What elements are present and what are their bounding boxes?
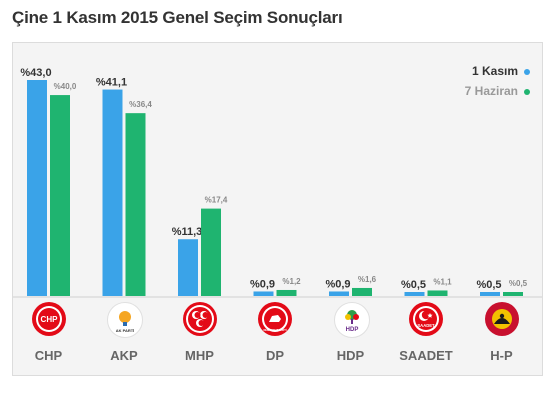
party-name-akp: AKP bbox=[110, 348, 138, 363]
bar-saadet-kasim bbox=[404, 292, 425, 296]
chart-baseline bbox=[13, 296, 542, 298]
party-name-saadet: SAADET bbox=[399, 348, 453, 363]
party-name-mhp: MHP bbox=[185, 348, 214, 363]
data-label-akp-kasim: %41,1 bbox=[96, 77, 127, 89]
party-name-h-p: H-P bbox=[490, 348, 513, 363]
chp-six-arrows-icon: CHP bbox=[31, 302, 66, 336]
hdp-tree-icon: HDP bbox=[333, 302, 370, 338]
bar-akp-kasim bbox=[102, 89, 123, 296]
svg-text:AK PARTİ: AK PARTİ bbox=[116, 328, 135, 333]
dp-white-horse-icon: DEMOKRAT PARTİ bbox=[258, 302, 292, 336]
data-label-dp-kasim: %0,9 bbox=[250, 278, 275, 290]
bar-h-p-kasim bbox=[480, 292, 500, 296]
data-label-dp-haziran: %1,2 bbox=[282, 277, 301, 286]
chart-panel: %43,0 %40,0 %41,1 %36,4 %11,3 %17,4 %0,9 %1,2 %0… bbox=[12, 42, 543, 376]
svg-text:HDP: HDP bbox=[345, 327, 358, 333]
akp-lightbulb-icon: AK PARTİ bbox=[107, 302, 143, 338]
bar-akp-haziran bbox=[125, 113, 146, 296]
data-label-saadet-haziran: %1,1 bbox=[433, 277, 452, 286]
data-label-h-p-haziran: %0,5 bbox=[509, 279, 528, 288]
legend-swatch bbox=[524, 68, 530, 75]
legend-item-7-haziran: 7 Haziran bbox=[465, 81, 530, 101]
bar-dp-kasim bbox=[253, 291, 274, 296]
legend-swatch bbox=[524, 88, 530, 95]
bar-dp-haziran bbox=[276, 289, 297, 296]
data-label-saadet-kasim: %0,5 bbox=[401, 279, 426, 291]
legend-label: 1 Kasım bbox=[471, 64, 518, 78]
bar-chp-kasim bbox=[27, 80, 47, 296]
hp-people-sun-icon bbox=[484, 302, 519, 336]
bar-hdp-kasim bbox=[329, 291, 349, 296]
data-label-hdp-kasim: %0,9 bbox=[325, 278, 350, 290]
svg-text:SAADET: SAADET bbox=[417, 323, 435, 328]
chart-legend: 1 Kasım 7 Haziran bbox=[465, 61, 530, 101]
data-label-mhp-haziran: %17,4 bbox=[205, 196, 228, 205]
data-label-chp-haziran: %40,0 bbox=[54, 82, 77, 91]
data-label-hdp-haziran: %1,6 bbox=[358, 275, 377, 284]
mhp-three-crescents-icon bbox=[182, 302, 217, 336]
party-name-dp: DP bbox=[265, 348, 285, 363]
bar-mhp-kasim bbox=[178, 239, 198, 296]
party-name-chp: CHP bbox=[34, 348, 63, 363]
legend-item-1-kasim: 1 Kasım bbox=[465, 61, 530, 81]
bar-mhp-haziran bbox=[201, 208, 221, 296]
legend-label: 7 Haziran bbox=[464, 84, 518, 98]
bar-hdp-haziran bbox=[352, 287, 372, 296]
saadet-crescent-star-icon: SAADET bbox=[409, 302, 443, 336]
data-label-chp-kasim: %43,0 bbox=[20, 67, 51, 79]
data-label-mhp-kasim: %11,3 bbox=[172, 226, 203, 238]
party-name-hdp: HDP bbox=[336, 348, 365, 363]
data-label-h-p-kasim: %0,5 bbox=[476, 279, 501, 291]
bar-h-p-haziran bbox=[503, 292, 523, 296]
bar-chp-haziran bbox=[50, 95, 70, 296]
bar-saadet-haziran bbox=[427, 290, 448, 296]
svg-text:DEMOKRAT PARTİ: DEMOKRAT PARTİ bbox=[263, 327, 286, 332]
svg-text:CHP: CHP bbox=[40, 315, 58, 324]
bar-chart: %43,0%40,0 %41,1 %36,4 %11,3 %17,4 %0,9 %1,2 %0… bbox=[20, 67, 528, 296]
page-title: Çine 1 Kasım 2015 Genel Seçim Sonuçları bbox=[12, 8, 343, 27]
data-label-akp-haziran: %36,4 bbox=[129, 100, 152, 109]
